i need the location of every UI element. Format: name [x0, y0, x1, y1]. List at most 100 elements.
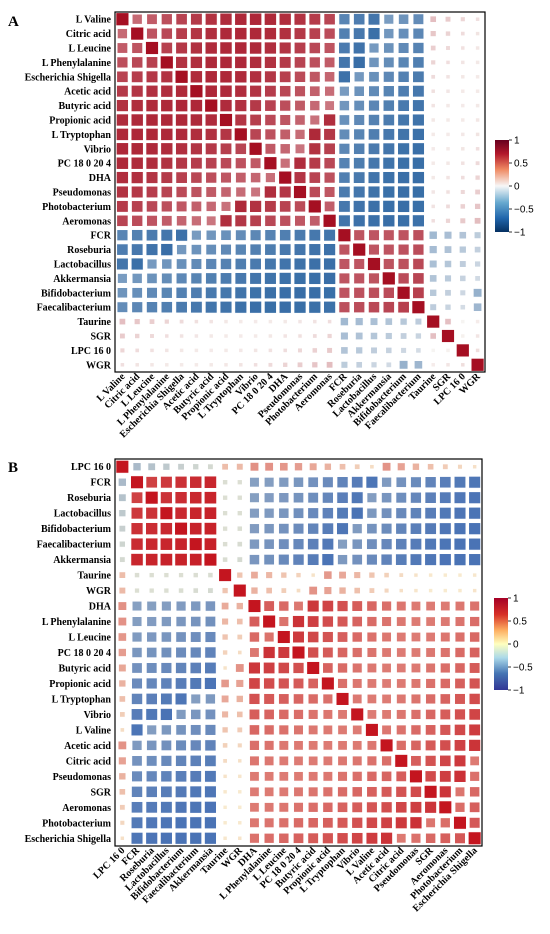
- heatmap-cell: [293, 817, 304, 829]
- heatmap-cell: [265, 172, 276, 183]
- heatmap-cell: [116, 99, 129, 112]
- heatmap-cell: [399, 317, 408, 326]
- heatmap-cell: [145, 41, 159, 55]
- heatmap-cell: [268, 348, 273, 353]
- heatmap-cell: [338, 243, 351, 256]
- heatmap-cell: [145, 693, 158, 705]
- heatmap-cell: [309, 462, 318, 471]
- heatmap-cell: [366, 801, 378, 813]
- heatmap-cell: [234, 214, 247, 227]
- heatmap-cell: [365, 832, 378, 845]
- heatmap-cell: [161, 724, 172, 736]
- row-label: DHA: [89, 173, 112, 184]
- heatmap-cell: [264, 740, 275, 751]
- heatmap-cell: [338, 13, 351, 25]
- heatmap-cell: [445, 146, 451, 152]
- heatmap-cell: [236, 556, 243, 563]
- heatmap-cell: [355, 346, 363, 355]
- heatmap-cell: [469, 755, 480, 766]
- heatmap-cell: [204, 677, 217, 690]
- heatmap-cell: [352, 740, 363, 751]
- heatmap-cell: [324, 56, 336, 68]
- heatmap-cell: [189, 537, 203, 551]
- heatmap-cell: [119, 804, 126, 811]
- heatmap-cell: [130, 553, 144, 567]
- heatmap-cell: [174, 537, 188, 551]
- heatmap-panel-a: A L Valine Citric acid L Leucine L Phenylala…: [8, 11, 534, 440]
- heatmap-cell: [248, 616, 260, 628]
- heatmap-cell: [249, 214, 262, 227]
- heatmap-cell: [279, 99, 291, 112]
- heatmap-cell: [367, 142, 380, 155]
- heatmap-cell: [131, 677, 143, 690]
- heatmap-cell: [264, 229, 277, 241]
- heatmap-cell: [398, 572, 404, 578]
- heatmap-cell: [236, 618, 244, 625]
- heatmap-cell: [412, 42, 425, 54]
- heatmap-cell: [353, 287, 365, 299]
- heatmap-cell: [382, 200, 396, 213]
- heatmap-cell: [353, 185, 366, 199]
- row-label: PC 18 0 20 4: [58, 648, 111, 659]
- heatmap-cell: [337, 631, 349, 643]
- heatmap-cell: [249, 257, 262, 270]
- heatmap-cell: [338, 42, 351, 54]
- heatmap-cell: [352, 242, 366, 257]
- heatmap-cell: [397, 70, 410, 83]
- heatmap-cell: [220, 142, 233, 155]
- heatmap-cell: [116, 142, 129, 156]
- heatmap-cell: [189, 754, 202, 767]
- heatmap-cell: [131, 229, 144, 242]
- heatmap-cell: [383, 243, 395, 256]
- row-label: L Phenylalanine: [42, 58, 112, 69]
- heatmap-cell: [441, 329, 455, 343]
- heatmap-cell: [367, 157, 381, 170]
- heatmap-cell: [398, 588, 404, 593]
- heatmap-cell: [396, 616, 407, 627]
- heatmap-cell: [353, 71, 365, 83]
- heatmap-cell: [351, 832, 364, 845]
- heatmap-cell: [412, 258, 425, 270]
- heatmap-cell: [278, 832, 290, 844]
- heatmap-cell: [307, 832, 319, 844]
- heatmap-cell: [191, 215, 202, 227]
- heatmap-cell: [249, 300, 262, 314]
- heatmap-cell: [190, 70, 203, 84]
- heatmap-cell: [294, 56, 306, 69]
- heatmap-cell: [264, 286, 277, 300]
- heatmap-cell: [263, 492, 275, 503]
- heatmap-cell: [453, 754, 467, 767]
- row-label: Aeromonas: [62, 216, 111, 227]
- heatmap-cell: [264, 257, 277, 271]
- heatmap-cell: [146, 215, 158, 227]
- heatmap-cell: [430, 103, 436, 108]
- heatmap-cell: [159, 506, 174, 520]
- heatmap-cell: [381, 724, 392, 735]
- heatmap-cell: [413, 588, 419, 593]
- heatmap-cell: [118, 788, 126, 796]
- heatmap-cell: [395, 538, 408, 551]
- heatmap-cell: [453, 816, 467, 830]
- heatmap-cell: [221, 710, 229, 719]
- heatmap-cell: [221, 726, 229, 734]
- heatmap-cell: [340, 317, 349, 326]
- heatmap-cell: [339, 463, 346, 471]
- heatmap-cell: [469, 662, 481, 674]
- heatmap-cell: [459, 245, 467, 254]
- heatmap-cell: [384, 317, 393, 326]
- heatmap-cell: [249, 12, 262, 26]
- heatmap-cell: [368, 99, 380, 112]
- heatmap-cell: [354, 317, 364, 326]
- heatmap-cell: [340, 346, 349, 355]
- heatmap-cell: [294, 462, 303, 472]
- heatmap-cell: [460, 175, 466, 180]
- heatmap-cell: [425, 678, 436, 689]
- heatmap-cell: [351, 786, 363, 798]
- heatmap-cell: [279, 41, 292, 55]
- heatmap-cell: [311, 347, 318, 354]
- heatmap-cell: [355, 361, 363, 369]
- heatmap-cell: [279, 229, 292, 242]
- heatmap-cell: [323, 243, 336, 256]
- heatmap-cell: [323, 128, 336, 141]
- heatmap-cell: [219, 113, 233, 127]
